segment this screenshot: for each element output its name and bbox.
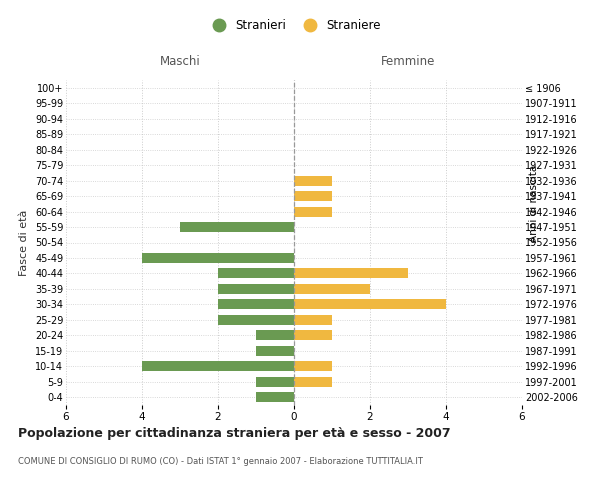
- Bar: [294, 191, 332, 201]
- Bar: [294, 330, 332, 340]
- Bar: [218, 268, 294, 278]
- Bar: [294, 284, 370, 294]
- Bar: [218, 284, 294, 294]
- Bar: [180, 222, 294, 232]
- Bar: [218, 300, 294, 310]
- Bar: [256, 392, 294, 402]
- Legend: Stranieri, Straniere: Stranieri, Straniere: [202, 14, 386, 37]
- Bar: [294, 268, 408, 278]
- Bar: [294, 206, 332, 216]
- Bar: [256, 377, 294, 387]
- Bar: [256, 346, 294, 356]
- Y-axis label: Fasce di età: Fasce di età: [19, 210, 29, 276]
- Text: Femmine: Femmine: [381, 54, 435, 68]
- Bar: [294, 176, 332, 186]
- Text: Popolazione per cittadinanza straniera per età e sesso - 2007: Popolazione per cittadinanza straniera p…: [18, 428, 451, 440]
- Text: COMUNE DI CONSIGLIO DI RUMO (CO) - Dati ISTAT 1° gennaio 2007 - Elaborazione TUT: COMUNE DI CONSIGLIO DI RUMO (CO) - Dati …: [18, 458, 423, 466]
- Text: Anni di nascita: Anni di nascita: [529, 165, 539, 242]
- Text: Maschi: Maschi: [160, 54, 200, 68]
- Bar: [142, 362, 294, 372]
- Bar: [294, 362, 332, 372]
- Bar: [294, 377, 332, 387]
- Bar: [142, 253, 294, 263]
- Bar: [294, 315, 332, 325]
- Bar: [218, 315, 294, 325]
- Bar: [256, 330, 294, 340]
- Bar: [294, 300, 446, 310]
